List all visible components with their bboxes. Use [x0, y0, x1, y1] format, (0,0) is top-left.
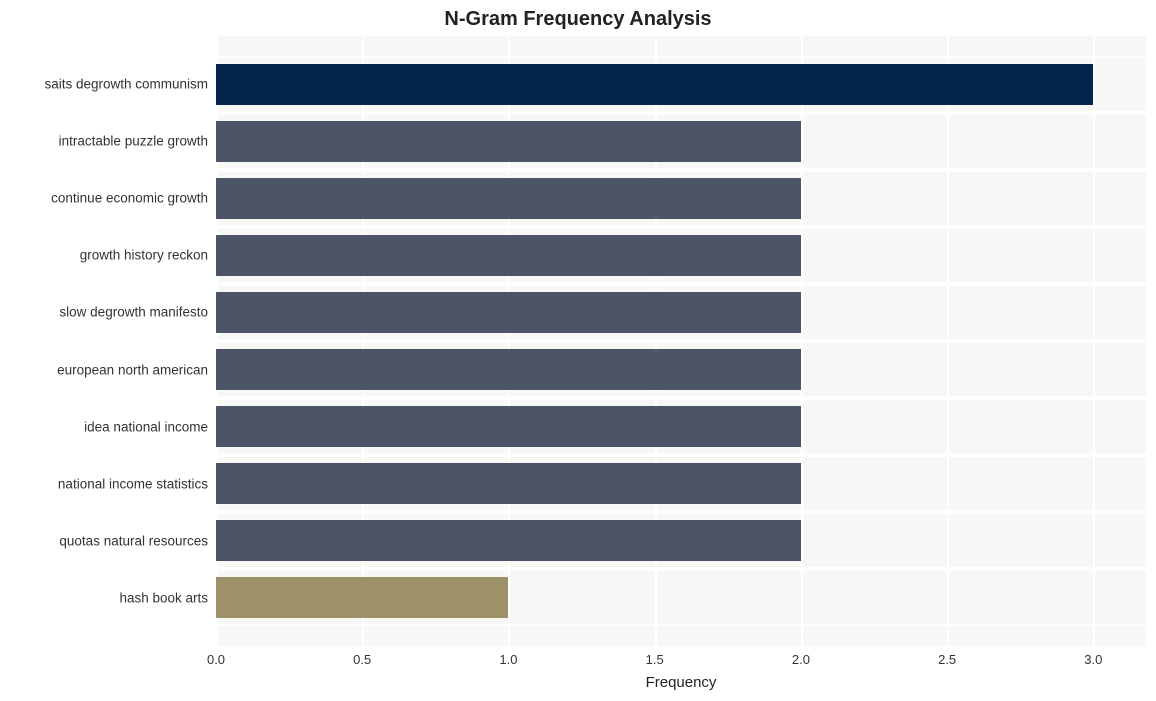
bar [216, 121, 801, 161]
bar-row [216, 512, 1146, 569]
bar [216, 178, 801, 218]
bar-row [216, 113, 1146, 170]
bar [216, 463, 801, 503]
bar [216, 64, 1093, 104]
y-tick-label: quotas natural resources [59, 533, 216, 548]
y-tick-label: european north american [57, 362, 216, 377]
y-tick-label: growth history reckon [80, 248, 216, 263]
y-tick-label: hash book arts [119, 590, 216, 605]
x-tick-label: 2.5 [938, 646, 956, 667]
bar-row [216, 455, 1146, 512]
bar [216, 349, 801, 389]
bar [216, 235, 801, 275]
x-tick-label: 1.5 [646, 646, 664, 667]
bar [216, 292, 801, 332]
x-tick-label: 2.0 [792, 646, 810, 667]
bar-row [216, 284, 1146, 341]
bar-row [216, 569, 1146, 626]
bar-row [216, 227, 1146, 284]
bar [216, 406, 801, 446]
bar-row [216, 398, 1146, 455]
x-tick-label: 3.0 [1084, 646, 1102, 667]
y-tick-label: intractable puzzle growth [59, 134, 216, 149]
y-tick-label: slow degrowth manifesto [59, 305, 216, 320]
chart-container: N-Gram Frequency Analysis 0.00.51.01.52.… [0, 0, 1156, 701]
y-tick-label: saits degrowth communism [44, 77, 216, 92]
x-tick-label: 0.5 [353, 646, 371, 667]
x-tick-label: 0.0 [207, 646, 225, 667]
bar [216, 577, 508, 617]
bar-row [216, 341, 1146, 398]
bar [216, 520, 801, 560]
x-tick-label: 1.0 [499, 646, 517, 667]
y-tick-label: continue economic growth [51, 191, 216, 206]
bar-row [216, 170, 1146, 227]
x-axis-label: Frequency [646, 674, 717, 691]
bar-row [216, 56, 1146, 113]
plot-area: 0.00.51.01.52.02.53.0saits degrowth comm… [216, 36, 1146, 646]
y-tick-label: national income statistics [58, 476, 216, 491]
y-tick-label: idea national income [84, 419, 216, 434]
chart-title: N-Gram Frequency Analysis [0, 8, 1156, 31]
